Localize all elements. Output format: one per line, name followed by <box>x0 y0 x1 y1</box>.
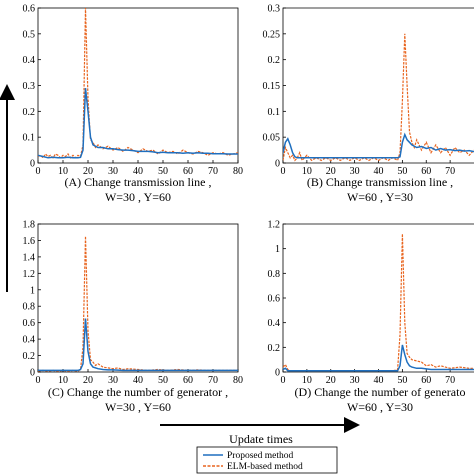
y-tick-label: 0.3 <box>268 4 281 15</box>
series-line-proposed <box>38 318 238 372</box>
x-tick-label: 10 <box>302 166 312 177</box>
x-tick-label: 0 <box>36 375 41 386</box>
series-line-elm <box>283 233 474 372</box>
plot-frame <box>37 223 239 373</box>
y-tick-label: 0.2 <box>23 351 36 362</box>
panel-caption: (D) Change the number of generato <box>295 385 466 399</box>
y-tick-label: 0.6 <box>268 294 281 305</box>
panel-parameters: W=30 , Y=60 <box>105 400 171 414</box>
series-line-elm <box>38 236 238 372</box>
y-tick-label: 0.4 <box>268 318 281 329</box>
y-tick-label: 1.8 <box>23 220 36 231</box>
x-tick-label: 70 <box>208 166 218 177</box>
y-tick-label: 0.5 <box>23 29 36 40</box>
y-tick-label: 1.6 <box>23 236 36 247</box>
series-line-proposed <box>283 132 474 159</box>
y-tick-label: 0.25 <box>263 29 281 40</box>
x-tick-label: 0 <box>36 166 41 177</box>
x-tick-label: 60 <box>421 166 431 177</box>
x-tick-label: 70 <box>445 166 455 177</box>
x-tick-label: 40 <box>133 375 143 386</box>
y-tick-label: 1.2 <box>268 220 281 231</box>
plot-frame <box>282 7 474 164</box>
y-tick-label: 0.2 <box>268 343 281 354</box>
x-tick-label: 30 <box>350 375 360 386</box>
x-tick-label: 50 <box>158 375 168 386</box>
y-tick-label: 0.1 <box>268 107 281 118</box>
y-tick-label: 0 <box>30 368 35 379</box>
x-tick-label: 80 <box>233 375 243 386</box>
x-tick-label: 30 <box>108 166 118 177</box>
x-tick-label: 70 <box>445 375 455 386</box>
y-tick-label: 0 <box>275 159 280 170</box>
panel-c: 0 10 20 30 40 50 60 70 80 0 0.2 0.4 0.6 0.8 1 1.2 1.4 1.6… <box>23 220 244 415</box>
y-tick-label: 0.2 <box>23 107 36 118</box>
panel-caption: (A) Change transmission line , <box>65 175 212 189</box>
series-line-elm <box>38 8 238 159</box>
x-tick-label: 20 <box>83 166 93 177</box>
x-tick-label: 20 <box>326 166 336 177</box>
x-tick-label: 0 <box>281 166 286 177</box>
x-tick-label: 30 <box>350 166 360 177</box>
y-tick-label: 1 <box>30 285 35 296</box>
x-axis-label: Update times <box>229 432 293 446</box>
y-tick-label: 0.4 <box>23 55 36 66</box>
series-line-proposed <box>38 88 238 159</box>
panel-parameters: W=60 , Y=30 <box>347 400 413 414</box>
y-tick-label: 0 <box>30 159 35 170</box>
x-tick-label: 60 <box>183 375 193 386</box>
y-tick-label: 0.8 <box>268 269 281 280</box>
series-line-elm <box>283 33 474 162</box>
legend-frame <box>196 446 338 474</box>
y-tick-label: 1.2 <box>23 269 36 280</box>
y-tick-label: 0.3 <box>23 81 36 92</box>
plot-frame <box>282 223 474 373</box>
y-tick-label: 0.8 <box>23 302 36 313</box>
y-tick-label: 0.1 <box>23 133 36 144</box>
panel-caption: (C) Change the number of generator , <box>48 385 228 399</box>
x-tick-label: 10 <box>302 375 312 386</box>
x-tick-label: 50 <box>158 166 168 177</box>
series-line-proposed <box>283 344 474 372</box>
y-tick-label: 0 <box>275 368 280 379</box>
x-tick-label: 10 <box>58 375 68 386</box>
x-tick-label: 40 <box>374 166 384 177</box>
y-tick-label: 0.6 <box>23 4 36 15</box>
x-tick-label: 40 <box>133 166 143 177</box>
x-tick-label: 80 <box>233 166 243 177</box>
x-tick-label: 20 <box>326 375 336 386</box>
y-tick-label: 0.2 <box>268 55 281 66</box>
y-tick-label: 0.6 <box>23 318 36 329</box>
legend-label-proposed: Proposed method <box>227 451 293 461</box>
panel-d: 0 10 20 30 40 50 60 70 0 0.2 0.4 0.6 0.8 1 1.2 (D) Chan… <box>268 220 474 414</box>
y-tick-label: 0.15 <box>263 81 281 92</box>
x-tick-label: 30 <box>108 375 118 386</box>
y-tick-label: 0.05 <box>263 133 281 144</box>
x-tick-label: 40 <box>374 375 384 386</box>
x-tick-label: 0 <box>281 375 286 386</box>
x-tick-label: 60 <box>421 375 431 386</box>
x-tick-label: 60 <box>183 166 193 177</box>
panel-b: 0 10 20 30 40 50 60 70 0 0.05 0.1 0.15 0.2 0.25 0.3 (B)… <box>263 4 474 204</box>
x-tick-label: 70 <box>208 375 218 386</box>
panel-caption: (B) Change transmission line , <box>307 175 453 189</box>
x-tick-label: 10 <box>58 166 68 177</box>
plot-frame <box>37 7 239 164</box>
y-tick-label: 1.4 <box>23 252 36 263</box>
x-tick-label: 50 <box>397 375 407 386</box>
panel-parameters: W=60 , Y=30 <box>347 190 413 204</box>
legend-label-elm: ELM-based method <box>227 462 303 472</box>
y-tick-label: 1 <box>275 244 280 255</box>
y-tick-label: 0.4 <box>23 335 36 346</box>
x-tick-label: 20 <box>83 375 93 386</box>
legend: Proposed method ELM-based method <box>196 446 338 474</box>
panel-a: 0 10 20 30 40 50 60 70 80 0 0.1 0.2 0.3 0.4 0.5 0.6 (A) … <box>23 4 244 205</box>
x-tick-label: 50 <box>397 166 407 177</box>
panel-parameters: W=30 , Y=60 <box>105 190 171 204</box>
